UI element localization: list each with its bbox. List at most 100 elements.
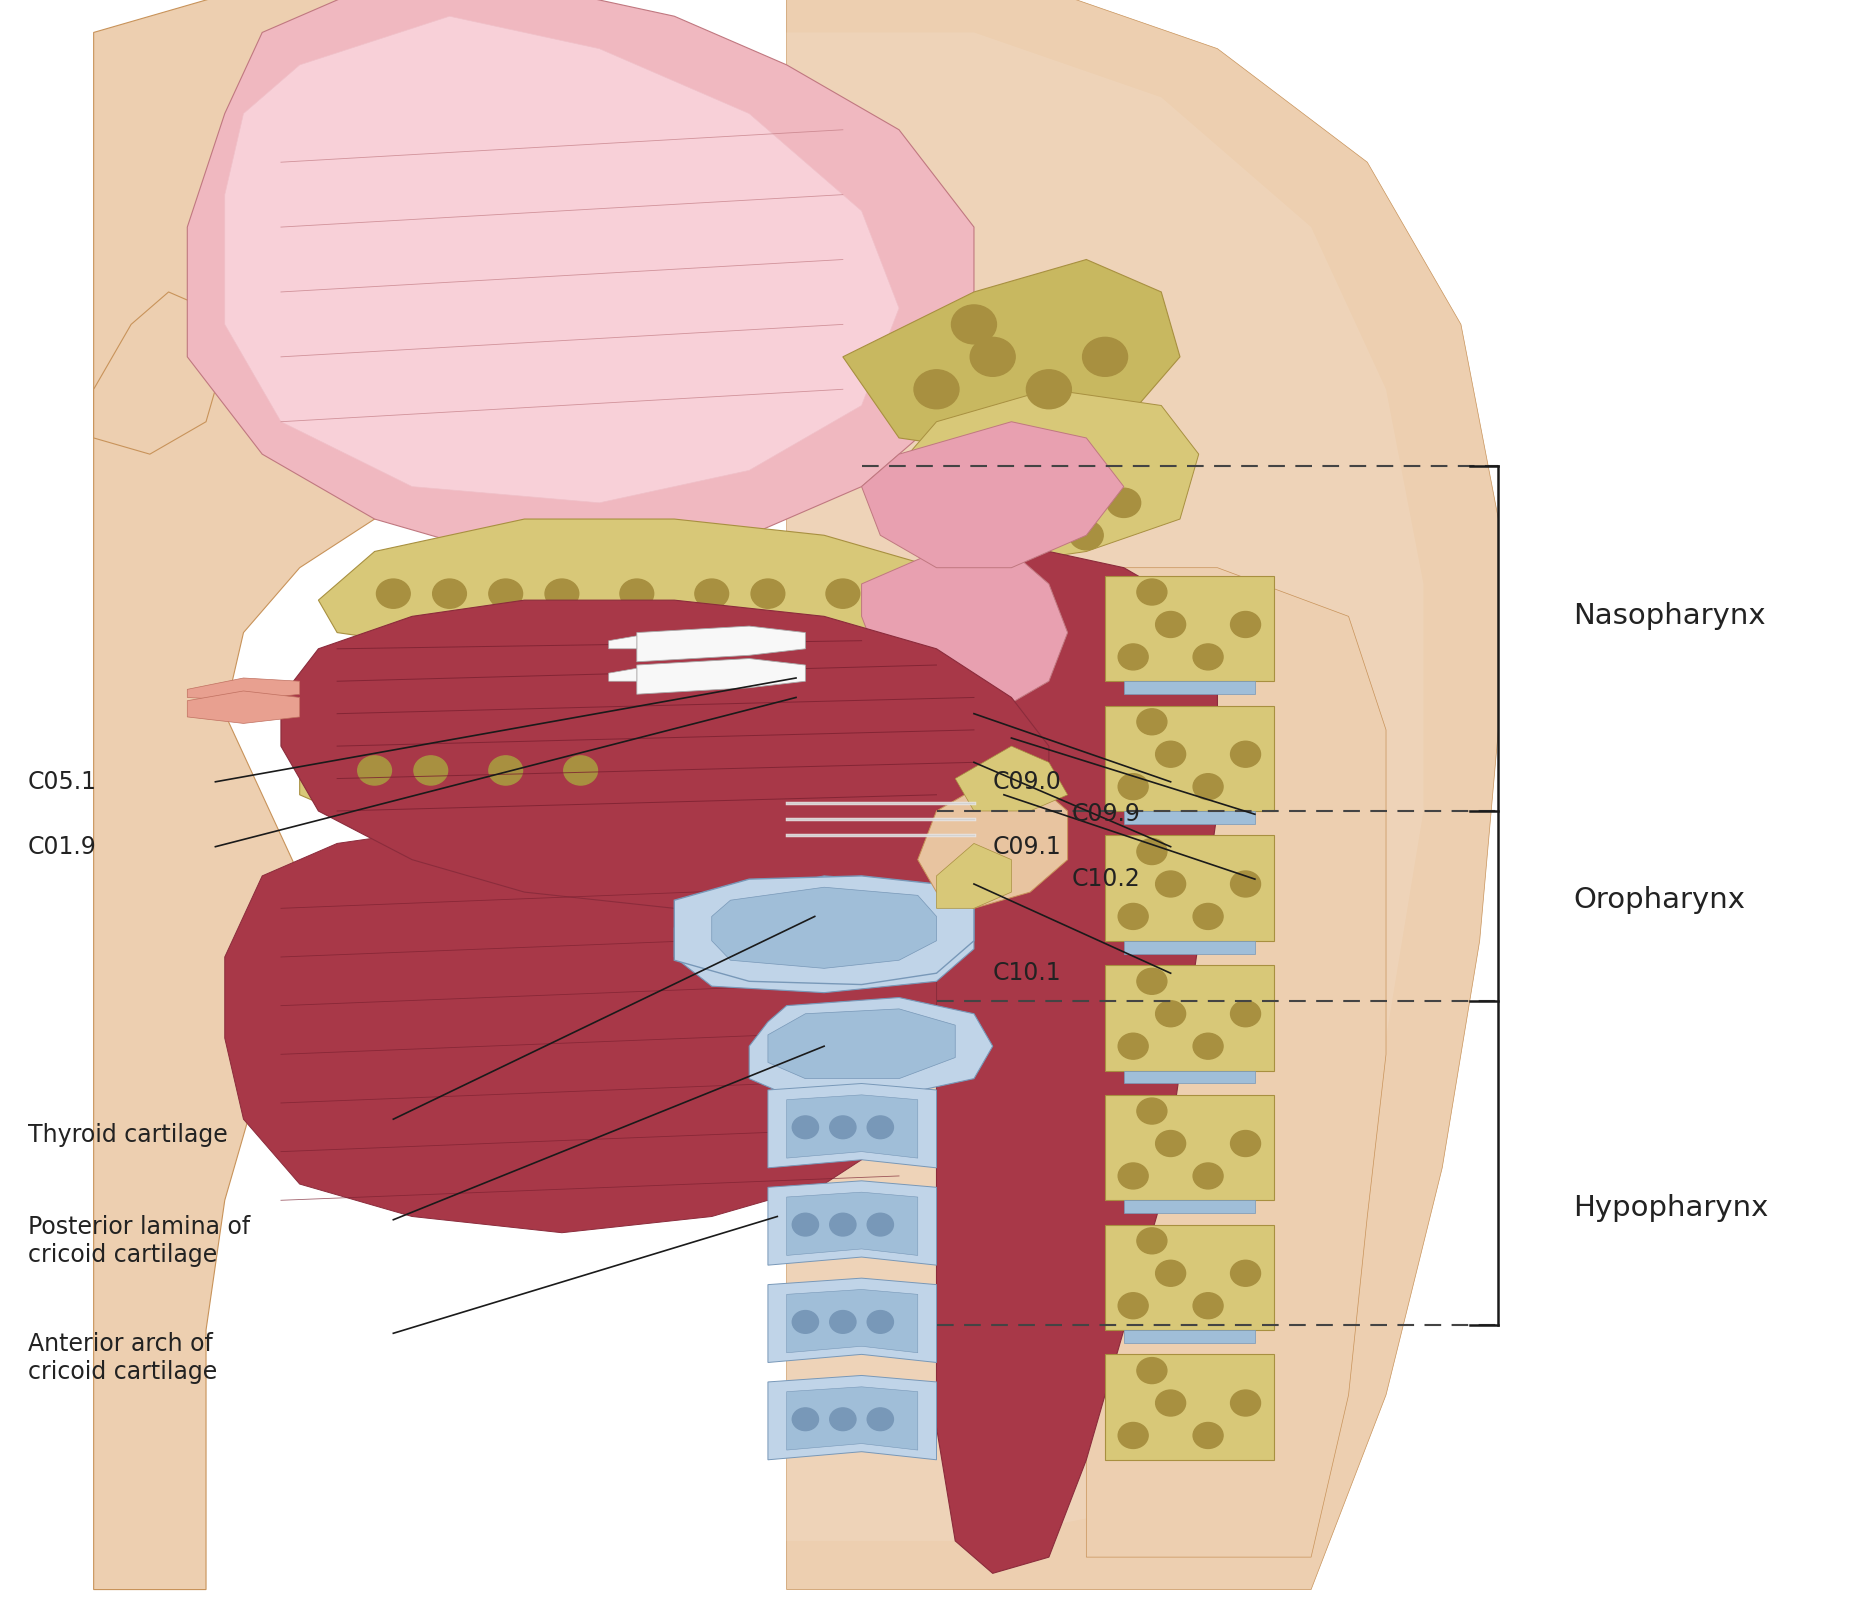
Polygon shape (187, 0, 974, 551)
Polygon shape (225, 16, 899, 503)
Polygon shape (318, 519, 974, 649)
Circle shape (1137, 709, 1167, 735)
Circle shape (1118, 1163, 1148, 1189)
Polygon shape (300, 697, 656, 843)
Circle shape (1231, 1131, 1261, 1156)
Circle shape (1193, 1422, 1223, 1448)
Circle shape (1118, 774, 1148, 800)
Circle shape (1193, 903, 1223, 929)
Polygon shape (936, 843, 1011, 908)
Circle shape (1137, 968, 1167, 994)
Circle shape (1118, 1422, 1148, 1448)
Circle shape (1193, 1033, 1223, 1059)
Circle shape (976, 456, 1010, 485)
Circle shape (1231, 611, 1261, 637)
Circle shape (970, 337, 1015, 376)
Text: Oropharynx: Oropharynx (1573, 886, 1746, 915)
Circle shape (830, 1311, 856, 1333)
Circle shape (1137, 1358, 1167, 1384)
Text: C09.9: C09.9 (1071, 803, 1141, 826)
Circle shape (1156, 611, 1186, 637)
Polygon shape (609, 668, 637, 681)
Polygon shape (787, 1095, 918, 1158)
Circle shape (792, 1213, 819, 1236)
Circle shape (751, 579, 785, 608)
Circle shape (1231, 1260, 1261, 1286)
Text: C01.9: C01.9 (28, 835, 97, 858)
Polygon shape (768, 1375, 936, 1460)
Polygon shape (1086, 568, 1386, 1557)
Polygon shape (1105, 706, 1274, 811)
Circle shape (1193, 1163, 1223, 1189)
Circle shape (867, 1116, 893, 1139)
Circle shape (1013, 488, 1047, 517)
Circle shape (1137, 579, 1167, 605)
Circle shape (830, 1116, 856, 1139)
Polygon shape (936, 551, 1217, 1573)
Text: C10.2: C10.2 (1071, 868, 1141, 890)
Circle shape (358, 756, 391, 785)
Polygon shape (955, 746, 1068, 811)
Circle shape (1193, 644, 1223, 670)
Circle shape (1118, 1293, 1148, 1319)
Text: Anterior arch of
cricoid cartilage: Anterior arch of cricoid cartilage (28, 1332, 217, 1384)
Polygon shape (281, 600, 1049, 908)
Circle shape (564, 756, 597, 785)
Circle shape (1137, 839, 1167, 865)
Polygon shape (880, 389, 1199, 568)
Polygon shape (787, 0, 1498, 1590)
Polygon shape (787, 1387, 918, 1450)
Circle shape (1231, 871, 1261, 897)
Text: Posterior lamina of
cricoid cartilage: Posterior lamina of cricoid cartilage (28, 1215, 251, 1267)
Polygon shape (1105, 835, 1274, 941)
Circle shape (1156, 1131, 1186, 1156)
Polygon shape (1124, 811, 1255, 824)
Circle shape (1118, 644, 1148, 670)
Circle shape (1156, 741, 1186, 767)
Circle shape (792, 1116, 819, 1139)
Polygon shape (768, 1083, 936, 1168)
Polygon shape (749, 998, 993, 1095)
Polygon shape (787, 32, 1423, 1541)
Circle shape (826, 579, 860, 608)
Circle shape (489, 756, 523, 785)
Circle shape (376, 579, 410, 608)
Polygon shape (1124, 1330, 1255, 1343)
Text: Nasopharynx: Nasopharynx (1573, 602, 1766, 631)
Circle shape (1193, 1293, 1223, 1319)
Polygon shape (637, 659, 805, 694)
Circle shape (1118, 1033, 1148, 1059)
Circle shape (1156, 1001, 1186, 1027)
Polygon shape (225, 827, 936, 1233)
Circle shape (1156, 1390, 1186, 1416)
Text: Thyroid cartilage: Thyroid cartilage (28, 1124, 229, 1147)
Circle shape (1231, 1390, 1261, 1416)
Circle shape (1156, 871, 1186, 897)
Polygon shape (918, 779, 1068, 908)
Circle shape (867, 1311, 893, 1333)
Polygon shape (787, 1192, 918, 1255)
Circle shape (792, 1408, 819, 1431)
Text: C05.1: C05.1 (28, 770, 97, 793)
Circle shape (433, 579, 466, 608)
Circle shape (830, 1408, 856, 1431)
Polygon shape (94, 0, 787, 1590)
Circle shape (620, 579, 654, 608)
Text: C10.1: C10.1 (993, 962, 1062, 985)
Circle shape (951, 305, 996, 344)
Polygon shape (1105, 1225, 1274, 1330)
Polygon shape (1124, 1071, 1255, 1083)
Circle shape (545, 579, 579, 608)
Circle shape (1231, 1001, 1261, 1027)
Circle shape (1137, 1228, 1167, 1254)
Polygon shape (768, 1181, 936, 1265)
Circle shape (830, 1213, 856, 1236)
Circle shape (792, 1311, 819, 1333)
Polygon shape (1124, 941, 1255, 954)
Circle shape (1193, 774, 1223, 800)
Circle shape (414, 756, 448, 785)
Polygon shape (187, 691, 300, 723)
Polygon shape (674, 876, 974, 985)
Polygon shape (674, 876, 974, 993)
Circle shape (867, 1213, 893, 1236)
